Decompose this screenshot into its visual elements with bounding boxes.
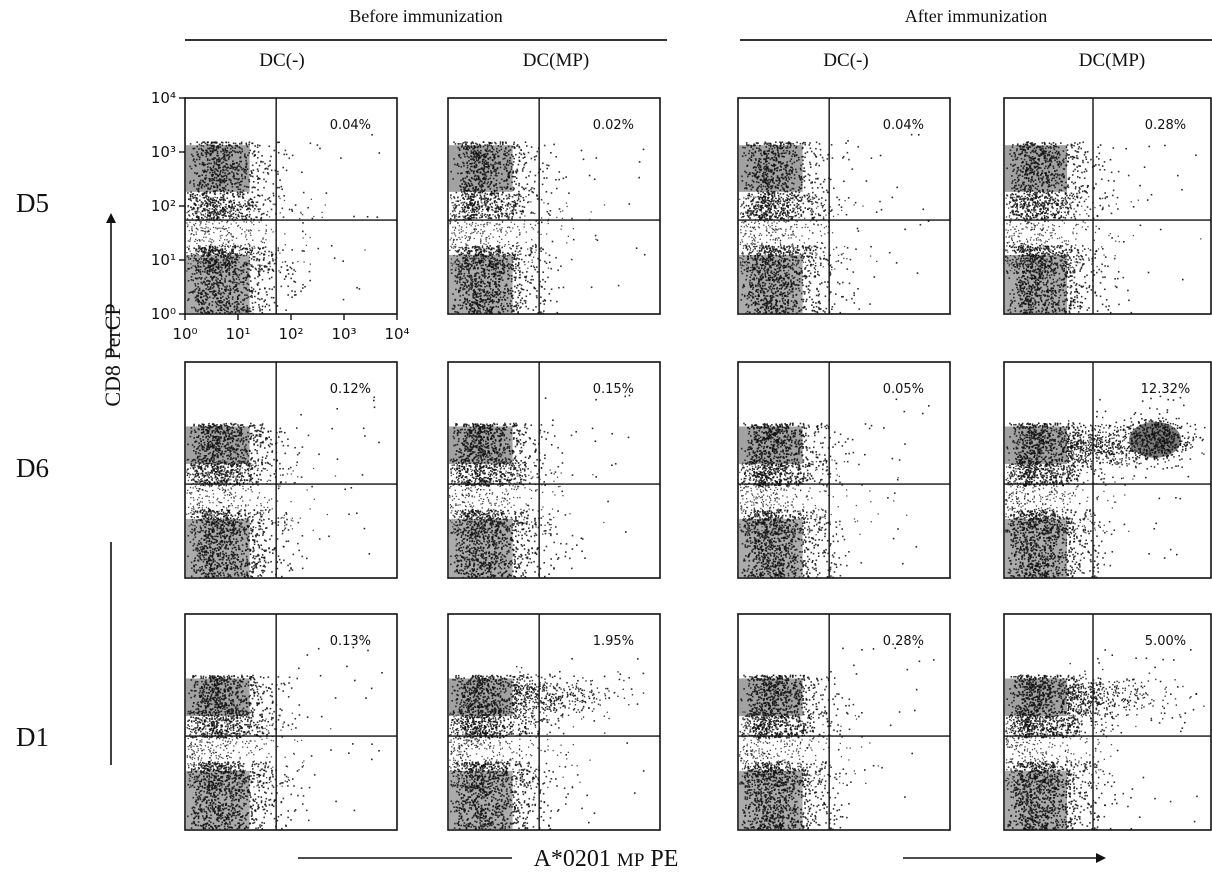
header-before-rule bbox=[185, 39, 667, 41]
panel-d1-before-dc-mp: 1.95% bbox=[447, 613, 661, 831]
y-tick-label: 10⁰ bbox=[151, 305, 176, 323]
panel-d5-after-dc-mp: 0.28% bbox=[1003, 97, 1212, 315]
x-tick-label: 10² bbox=[278, 325, 303, 343]
panel-frame bbox=[447, 361, 661, 579]
header-before-immunization: Before immunization bbox=[185, 6, 667, 27]
upper-right-percentage: 1.95% bbox=[593, 634, 634, 649]
row-label-d5: D5 bbox=[16, 188, 49, 219]
x-tick-label: 10⁰ bbox=[172, 325, 197, 343]
x-axis-label-mid: MP bbox=[617, 850, 644, 871]
upper-right-percentage: 0.28% bbox=[883, 634, 924, 649]
y-tick-label: 10¹ bbox=[151, 251, 176, 269]
x-tick-label: 10¹ bbox=[225, 325, 250, 343]
upper-right-percentage: 0.13% bbox=[330, 634, 371, 649]
panel-frame bbox=[1003, 613, 1212, 831]
y-tick-label: 10² bbox=[151, 197, 176, 215]
panel-frame bbox=[184, 613, 398, 831]
upper-right-percentage: 0.04% bbox=[330, 118, 371, 133]
panel-frame bbox=[737, 613, 951, 831]
column-label-after-dc-mp: DC(MP) bbox=[1004, 50, 1212, 72]
y-tick-label: 10³ bbox=[151, 143, 176, 161]
panel-frame bbox=[184, 361, 398, 579]
upper-right-percentage: 0.15% bbox=[593, 382, 634, 397]
header-after-immunization: After immunization bbox=[740, 6, 1212, 27]
x-tick-label: 10⁴ bbox=[384, 325, 409, 343]
upper-right-percentage: 0.12% bbox=[330, 382, 371, 397]
row-label-d6: D6 bbox=[16, 453, 49, 484]
panel-d6-after-dc-neg: 0.05% bbox=[737, 361, 951, 579]
upper-right-percentage: 0.05% bbox=[883, 382, 924, 397]
panel-d1-before-dc-neg: 0.13% bbox=[184, 613, 398, 831]
panel-d1-after-dc-mp: 5.00% bbox=[1003, 613, 1212, 831]
x-axis-label: A*0201 MP PE bbox=[0, 846, 1212, 873]
panel-d6-before-dc-mp: 0.15% bbox=[447, 361, 661, 579]
panel-frame bbox=[1003, 361, 1212, 579]
row-label-d1: D1 bbox=[16, 722, 49, 753]
x-axis-label-suffix: PE bbox=[650, 846, 678, 872]
header-after-rule bbox=[740, 39, 1212, 41]
x-tick-label: 10³ bbox=[331, 325, 356, 343]
panel-d6-before-dc-neg: 0.12% bbox=[184, 361, 398, 579]
x-axis-label-prefix: A*0201 bbox=[534, 846, 611, 872]
panel-d1-after-dc-neg: 0.28% bbox=[737, 613, 951, 831]
upper-right-percentage: 0.04% bbox=[883, 118, 924, 133]
panel-frame bbox=[737, 97, 951, 315]
panel-frame bbox=[447, 97, 661, 315]
panel-frame bbox=[447, 613, 661, 831]
panel-d5-before-dc-neg: 0.04% bbox=[184, 97, 398, 315]
panel-frame bbox=[737, 361, 951, 579]
column-label-before-dc-mp: DC(MP) bbox=[448, 50, 664, 72]
panel-d6-after-dc-mp: 12.32% bbox=[1003, 361, 1212, 579]
upper-right-percentage: 0.02% bbox=[593, 118, 634, 133]
column-label-after-dc-neg: DC(-) bbox=[738, 50, 954, 72]
upper-right-percentage: 0.28% bbox=[1145, 118, 1186, 133]
upper-right-percentage: 5.00% bbox=[1145, 634, 1186, 649]
column-label-before-dc-neg: DC(-) bbox=[174, 50, 390, 72]
panel-d5-before-dc-mp: 0.02% bbox=[447, 97, 661, 315]
upper-right-percentage: 12.32% bbox=[1141, 382, 1191, 397]
panel-d5-after-dc-neg: 0.04% bbox=[737, 97, 951, 315]
panel-frame bbox=[1003, 97, 1212, 315]
y-tick-label: 10⁴ bbox=[151, 89, 176, 107]
